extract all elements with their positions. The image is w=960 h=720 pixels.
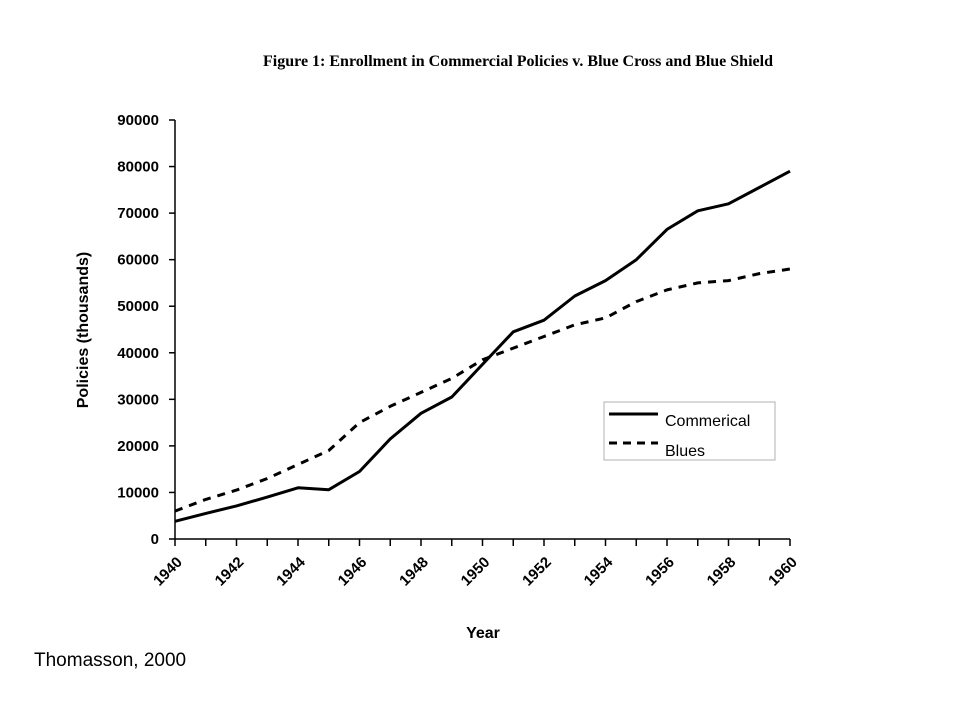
legend-box xyxy=(603,401,776,461)
x-axis: 1940 1942 1944 1946 1948 1950 1952 1954 1956 1958… xyxy=(150,538,801,590)
series-line-commerical xyxy=(174,169,791,523)
y-tick-label: 30000 xyxy=(117,391,159,408)
x-tick-label: 1960 xyxy=(765,554,801,590)
y-tick-label: 0 xyxy=(151,531,159,548)
x-tick-label: 1950 xyxy=(458,554,494,590)
y-tick-label: 80000 xyxy=(117,159,159,176)
x-tick-label: 1942 xyxy=(212,554,248,590)
y-axis: 0 10000 20000 30000 40000 50000 60000 70000 8000… xyxy=(117,112,176,548)
chart-title: Figure 1: Enrollment in Commercial Polic… xyxy=(263,53,773,70)
x-tick-label: 1940 xyxy=(150,554,186,590)
y-tick-label: 70000 xyxy=(117,205,159,222)
legend: Commerical Blues xyxy=(603,401,776,461)
source-citation: Thomasson, 2000 xyxy=(34,650,187,671)
x-tick-label: 1946 xyxy=(335,554,371,590)
x-tick-label: 1958 xyxy=(704,554,740,590)
y-axis-label: Policies (thousands) xyxy=(75,252,92,408)
x-tick-label: 1948 xyxy=(396,554,432,590)
y-tick-label: 10000 xyxy=(117,484,159,501)
y-tick-label: 60000 xyxy=(117,252,159,269)
legend-label-blues: Blues xyxy=(665,443,705,460)
x-tick-label: 1952 xyxy=(519,554,555,590)
series-layer xyxy=(174,169,791,523)
x-tick-label: 1944 xyxy=(273,553,309,589)
y-tick-label: 20000 xyxy=(117,438,159,455)
series-line-blues xyxy=(174,267,791,513)
y-tick-label: 50000 xyxy=(117,298,159,315)
legend-label-commerical: Commerical xyxy=(665,413,750,430)
x-tick-label: 1954 xyxy=(581,553,617,589)
x-tick-label: 1956 xyxy=(642,554,678,590)
y-tick-label: 90000 xyxy=(117,112,159,129)
y-tick-label: 40000 xyxy=(117,345,159,362)
x-axis-label: Year xyxy=(466,625,500,642)
